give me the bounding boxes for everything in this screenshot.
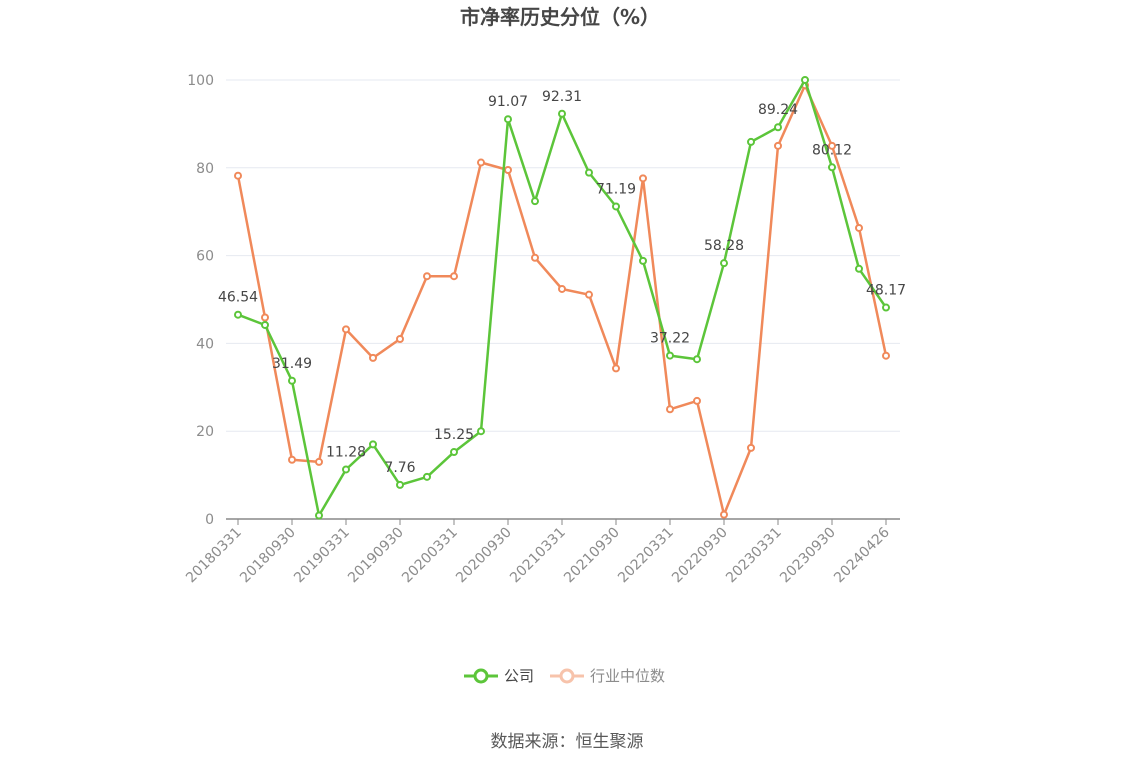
industry-point[interactable] <box>855 223 863 232</box>
industry-point[interactable] <box>720 510 728 519</box>
industry-point[interactable] <box>612 364 620 373</box>
x-tick-label: 20200331 <box>399 525 461 587</box>
x-tick-label: 20200930 <box>453 525 515 587</box>
data-label: 80.12 <box>812 142 852 158</box>
data-label: 15.25 <box>434 427 474 443</box>
data-source: 数据来源：恒生聚源 <box>491 732 644 752</box>
data-label: 7.76 <box>384 460 415 476</box>
company-point[interactable] <box>801 76 809 84</box>
company-point[interactable] <box>315 511 323 520</box>
industry-point[interactable] <box>369 353 377 362</box>
y-tick-label: 0 <box>205 512 214 528</box>
company-point[interactable] <box>450 448 458 457</box>
company-point[interactable] <box>828 163 836 172</box>
x-tick-label: 20230930 <box>777 525 839 587</box>
x-tick-label: 20220331 <box>615 525 677 587</box>
industry-point[interactable] <box>747 443 755 452</box>
grid-layer <box>226 79 900 432</box>
y-tick-label: 100 <box>187 73 214 89</box>
x-tick-label: 20190930 <box>345 525 407 587</box>
company-point[interactable] <box>855 264 863 273</box>
company-point[interactable] <box>477 427 485 436</box>
legend-industry-label: 行业中位数 <box>590 667 665 685</box>
company-point[interactable] <box>558 109 566 118</box>
legend-company-label: 公司 <box>504 667 534 685</box>
data-label-layer: 46.54 31.49 11.28 7.76 15.25 91.07 92.31 71.19 3… <box>218 89 906 476</box>
x-tick-label: 20230331 <box>723 525 785 587</box>
data-label: 91.07 <box>488 94 528 110</box>
company-point[interactable] <box>720 259 728 268</box>
legend-industry-circle-icon <box>559 668 575 684</box>
x-tick-label: 20240426 <box>831 524 893 586</box>
industry-point[interactable] <box>774 141 782 150</box>
y-tick-label: 40 <box>196 336 214 352</box>
industry-point[interactable] <box>396 335 404 344</box>
industry-point[interactable] <box>288 455 296 464</box>
x-tick-label: 20220930 <box>669 525 731 587</box>
industry-point[interactable] <box>639 174 647 183</box>
data-label: 31.49 <box>272 356 312 372</box>
industry-point[interactable] <box>450 272 458 281</box>
x-tick-label: 20180930 <box>237 525 299 587</box>
industry-point[interactable] <box>234 171 242 180</box>
company-point[interactable] <box>288 376 296 385</box>
data-label: 89.24 <box>758 102 798 118</box>
company-point[interactable] <box>369 440 377 449</box>
industry-point[interactable] <box>585 290 593 299</box>
industry-point[interactable] <box>693 396 701 405</box>
legend-item-industry[interactable]: 行业中位数 <box>550 667 665 685</box>
company-point[interactable] <box>504 115 512 124</box>
data-label: 11.28 <box>326 444 366 460</box>
x-tick-label: 20180331 <box>183 525 245 587</box>
data-label: 58.28 <box>704 238 744 254</box>
company-point[interactable] <box>342 465 350 474</box>
company-point[interactable] <box>666 351 674 360</box>
industry-point[interactable] <box>531 253 539 262</box>
x-tick-label: 20210930 <box>561 525 623 587</box>
company-point[interactable] <box>612 202 620 211</box>
company-point[interactable] <box>423 472 431 481</box>
company-point[interactable] <box>747 137 755 146</box>
industry-point[interactable] <box>504 165 512 174</box>
chart-title: 市净率历史分位（%） <box>460 5 660 29</box>
data-label: 71.19 <box>596 181 636 197</box>
y-tick-label: 80 <box>196 161 214 177</box>
company-point[interactable] <box>882 303 890 312</box>
y-tick-label: 60 <box>196 249 214 265</box>
industry-point[interactable] <box>666 405 674 414</box>
data-label: 37.22 <box>650 331 690 347</box>
x-tick-label: 20210331 <box>507 525 569 587</box>
company-point[interactable] <box>396 480 404 489</box>
industry-point[interactable] <box>315 457 323 466</box>
industry-point[interactable] <box>342 325 350 334</box>
company-point[interactable] <box>234 310 242 319</box>
legend-item-company[interactable]: 公司 <box>464 667 534 685</box>
legend: 公司 行业中位数 <box>464 667 665 685</box>
company-point[interactable] <box>261 320 269 329</box>
company-point[interactable] <box>639 256 647 265</box>
data-label: 46.54 <box>218 290 258 306</box>
data-label: 92.31 <box>542 89 582 105</box>
industry-point[interactable] <box>261 313 269 322</box>
series-layer <box>234 76 890 520</box>
industry-point[interactable] <box>558 284 566 293</box>
company-point[interactable] <box>693 355 701 364</box>
industry-point[interactable] <box>828 141 836 150</box>
data-label: 48.17 <box>866 283 906 299</box>
industry-point[interactable] <box>477 158 485 167</box>
y-tick-label: 20 <box>196 424 214 440</box>
company-point[interactable] <box>774 123 782 132</box>
company-point[interactable] <box>585 168 593 177</box>
company-point[interactable] <box>531 197 539 206</box>
legend-company-circle-icon <box>473 668 489 684</box>
axis-layer: 0 20 40 60 80 100 2018033120180930201903312019… <box>183 73 900 586</box>
industry-point[interactable] <box>423 272 431 281</box>
series-company <box>234 76 890 520</box>
industry-point[interactable] <box>882 351 890 360</box>
x-tick-label: 20190331 <box>291 525 353 587</box>
